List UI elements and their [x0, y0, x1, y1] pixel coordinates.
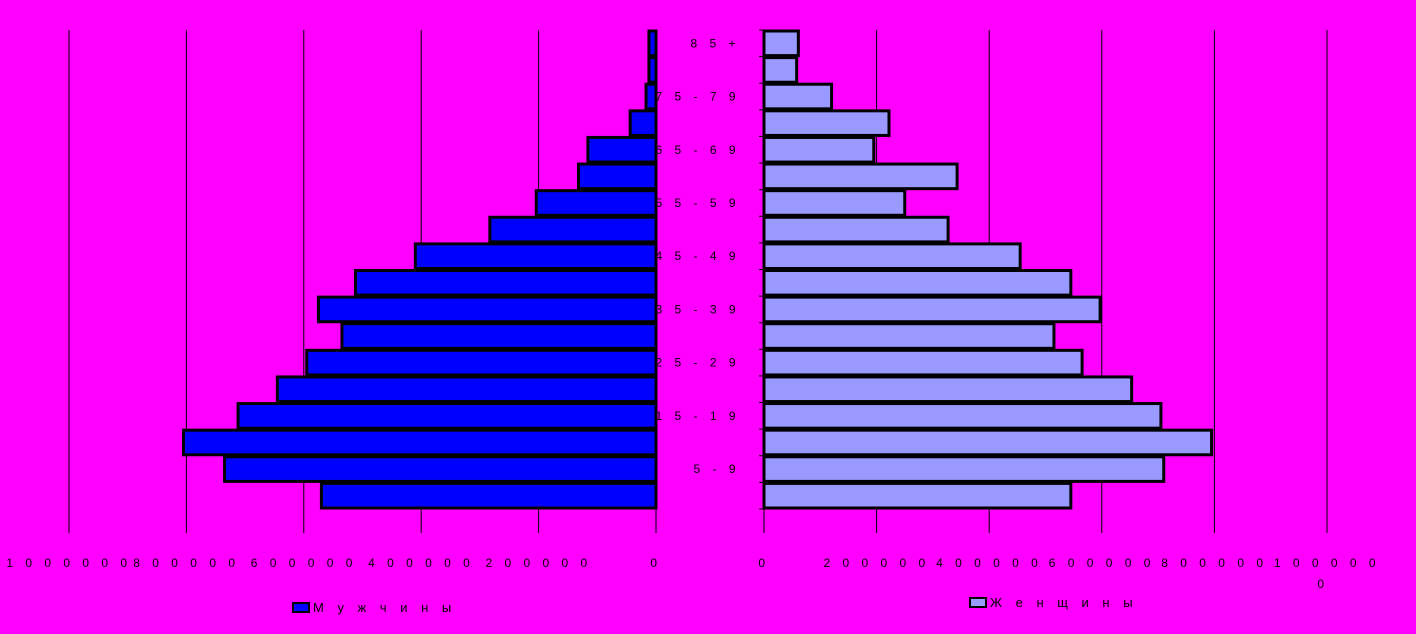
women-bar	[762, 56, 799, 84]
men-axis-tick-label: 2 0 0 0 0 0	[485, 556, 591, 570]
age-labels: 5 - 9 1 5 - 1 9 2 5 - 2 9 3 5 - 3 9 4 5 - 4 …	[655, 36, 740, 476]
women-bar	[762, 375, 1134, 404]
women-bar	[762, 135, 876, 164]
women-axis-tick-label: 4 0 0 0 0 0	[936, 556, 1042, 570]
age-label: 8 5 +	[690, 36, 740, 50]
legend-women: Ж е н щ и н ы	[969, 595, 1138, 610]
legend-men-swatch	[292, 602, 310, 613]
legend-men: М у ж ч и н ы	[292, 600, 456, 615]
men-axis-tick-label: 6 0 0 0 0 0	[251, 556, 357, 570]
men-axis-tick-label: 0	[650, 556, 661, 570]
women-bar	[762, 242, 1022, 270]
women-axis-tick-label: 1 0 0 0 0 0	[1274, 556, 1380, 570]
men-bar	[647, 29, 658, 58]
legend-women-swatch	[969, 597, 987, 608]
men-bar	[316, 295, 658, 324]
men-bars	[181, 29, 658, 510]
women-axis-ticks: 0 2 0 0 0 0 0 4 0 0 0 0 0 6 0 0 0 0 0 8 0 0 …	[758, 556, 1380, 591]
age-label: 2 5 - 2 9	[655, 356, 740, 370]
women-bar	[762, 162, 959, 191]
women-bar	[762, 348, 1084, 377]
women-bar	[762, 269, 1073, 297]
age-label: 6 5 - 6 9	[655, 143, 740, 157]
women-bar	[762, 82, 834, 111]
women-bar	[762, 402, 1163, 430]
men-axis-tick-label: 4 0 0 0 0 0	[368, 556, 474, 570]
men-bar	[488, 215, 658, 244]
men-bar	[353, 269, 658, 297]
women-axis-tick-label: 0	[758, 556, 769, 570]
women-bar	[762, 455, 1166, 483]
women-axis-tick-label: 8 0 0 0 0 0	[1161, 556, 1267, 570]
age-label: 7 5 - 7 9	[655, 90, 740, 104]
women-axis-tick-label: 6 0 0 0 0 0	[1049, 556, 1155, 570]
men-bar	[586, 135, 658, 164]
women-bars	[762, 29, 1214, 510]
men-bar	[275, 375, 658, 404]
men-bar	[223, 455, 658, 483]
legend-men-label: М у ж ч и н ы	[313, 600, 457, 615]
age-label: 3 5 - 3 9	[655, 302, 740, 316]
women-bar	[762, 322, 1056, 350]
men-axis-tick-label: 8 0 0 0 0 0	[133, 556, 239, 570]
women-axis-tick-label-overflow: 0	[1317, 577, 1328, 591]
men-axis-tick-label: 1 0 0 0 0 0 0	[6, 556, 131, 570]
women-bar	[762, 295, 1102, 324]
men-bar	[577, 162, 658, 191]
women-bar	[762, 109, 891, 137]
women-bar	[762, 189, 907, 217]
women-bar	[762, 215, 950, 244]
men-bar	[647, 56, 658, 84]
men-bar	[644, 82, 658, 111]
men-bar	[340, 322, 658, 350]
age-label: 1 5 - 1 9	[655, 409, 740, 423]
men-bar	[628, 109, 658, 137]
age-label: 5 5 - 5 9	[655, 196, 740, 210]
women-bar	[762, 428, 1214, 457]
men-bar	[413, 242, 658, 270]
women-bar	[762, 481, 1073, 510]
women-bar	[762, 29, 800, 58]
men-bar	[534, 189, 658, 217]
women-axis-tick-label: 2 0 0 0 0 0	[823, 556, 929, 570]
men-bar	[305, 348, 658, 377]
men-bar	[319, 481, 658, 510]
legend-women-label: Ж е н щ и н ы	[990, 595, 1138, 610]
age-label: 5 - 9	[693, 462, 740, 476]
men-bar	[236, 402, 658, 430]
men-bar	[181, 428, 658, 457]
age-label: 4 5 - 4 9	[655, 249, 740, 263]
